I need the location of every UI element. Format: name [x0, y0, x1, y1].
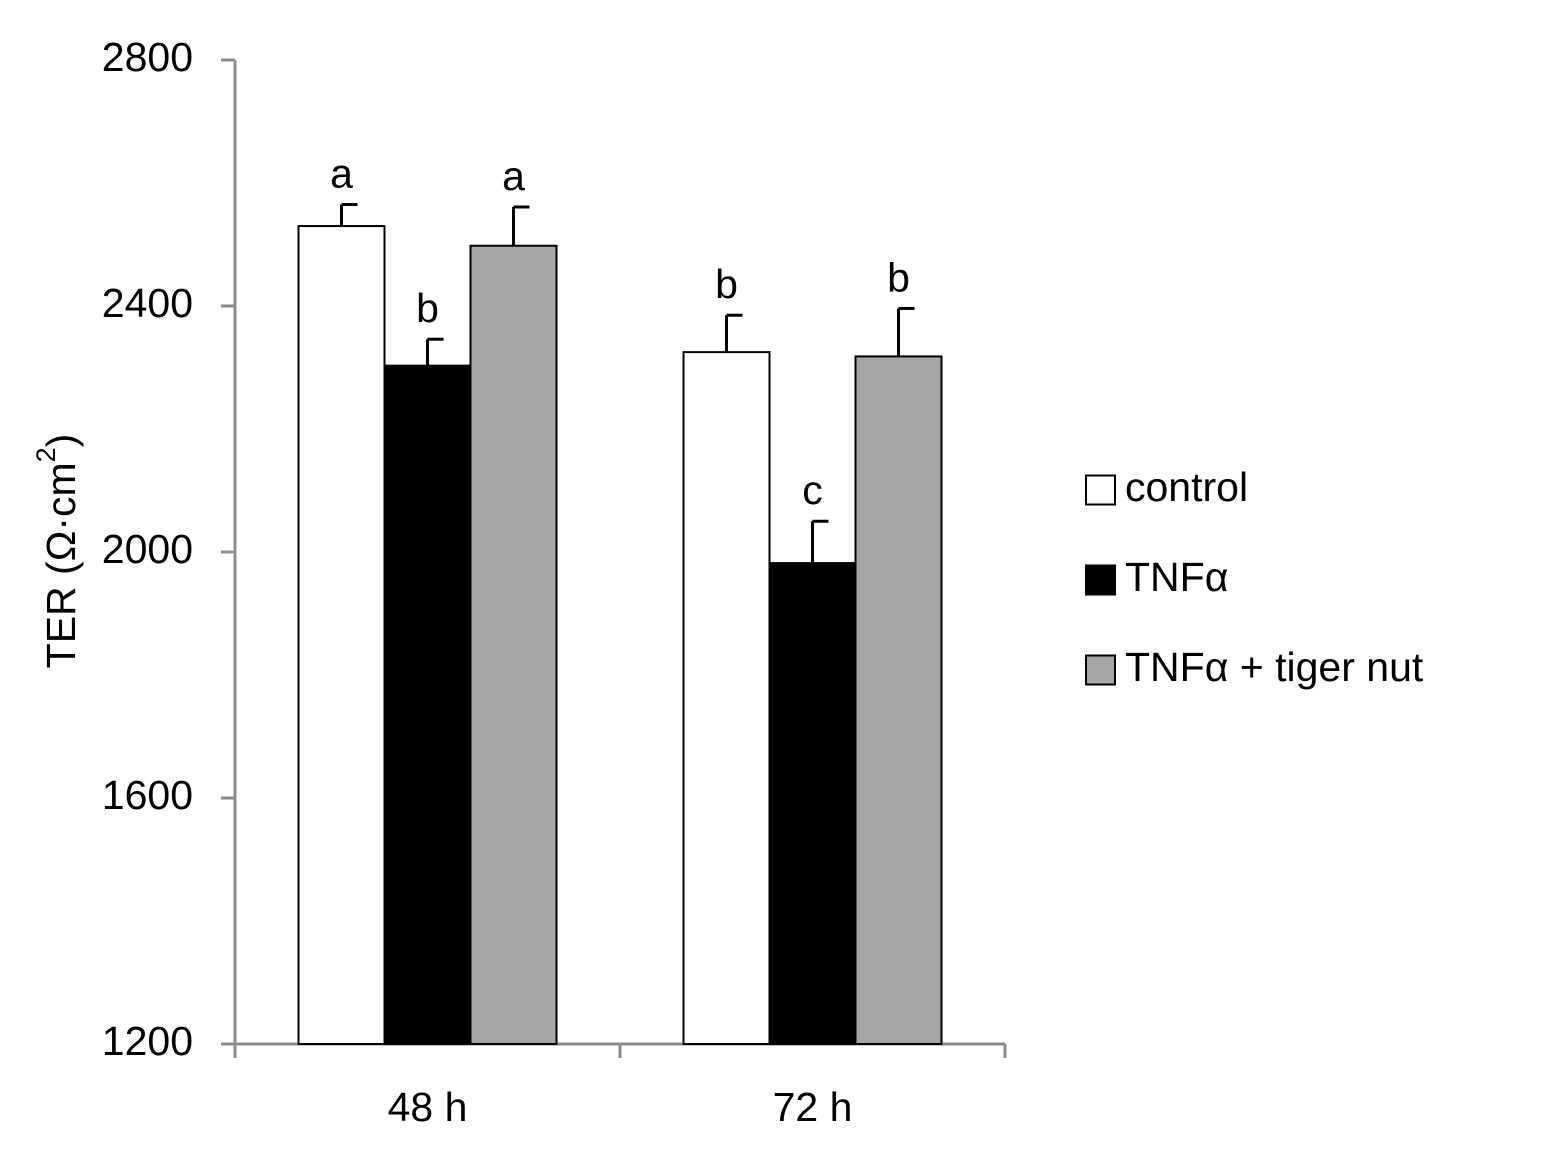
- y-tick-label: 2000: [102, 526, 193, 572]
- bar: [469, 244, 558, 1046]
- significance-label: a: [330, 150, 353, 196]
- bars: a b a b c b: [297, 150, 943, 1046]
- legend-entry-label: TNFα + tiger nut: [1125, 644, 1424, 690]
- significance-label: a: [502, 153, 525, 199]
- legend-swatch: [1085, 654, 1116, 686]
- significance-label: b: [416, 285, 439, 331]
- y-tick-label: 1200: [102, 1018, 193, 1064]
- bar: [854, 355, 943, 1045]
- x-axis: 48 h 72 h: [233, 1042, 1007, 1130]
- legend: control TNFα TNFα + tiger nut: [1085, 464, 1424, 690]
- y-tick-label: 1600: [102, 772, 193, 818]
- legend-entry-label: control: [1125, 464, 1248, 510]
- y-axis-label-superscript: 2: [31, 447, 61, 462]
- y-axis: 1200 1600 2000 2400 2800: [102, 34, 237, 1064]
- x-tick-label: 48 h: [388, 1084, 468, 1130]
- bar: [682, 351, 771, 1045]
- y-tick-label: 2400: [102, 280, 193, 326]
- y-axis-label: TER (Ω·cm2): [31, 434, 84, 669]
- legend-swatch: [1085, 474, 1116, 506]
- bar: [768, 562, 857, 1045]
- y-axis-label-close: ): [38, 434, 84, 448]
- significance-label: b: [715, 261, 738, 307]
- significance-label: c: [802, 467, 823, 513]
- y-tick-label: 2800: [102, 34, 193, 80]
- legend-swatch: [1085, 564, 1116, 596]
- bar: [297, 225, 386, 1046]
- legend-entry-label: TNFα: [1125, 554, 1228, 600]
- x-tick-label: 72 h: [773, 1084, 853, 1130]
- bar: [383, 364, 472, 1045]
- significance-label: b: [887, 254, 910, 300]
